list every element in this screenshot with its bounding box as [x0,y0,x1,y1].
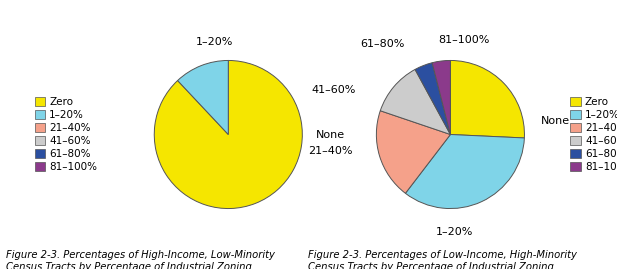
Text: 41–60%: 41–60% [311,85,355,95]
Wedge shape [432,61,450,134]
Legend: Zero, 1–20%, 21–40%, 41–60%, 61–80%, 81–100%: Zero, 1–20%, 21–40%, 41–60%, 61–80%, 81–… [570,97,617,172]
Text: Figure 2-3. Percentages of High-Income, Low-Minority
Census Tracts by Percentage: Figure 2-3. Percentages of High-Income, … [6,250,275,269]
Wedge shape [415,63,450,134]
Text: 21–40%: 21–40% [308,146,353,156]
Text: 81–100%: 81–100% [438,35,489,45]
Wedge shape [405,134,524,208]
Wedge shape [178,61,228,134]
Wedge shape [376,111,450,193]
Wedge shape [154,61,302,208]
Wedge shape [450,61,524,138]
Text: Figure 2-3. Percentages of Low-Income, High-Minority
Census Tracts by Percentage: Figure 2-3. Percentages of Low-Income, H… [308,250,578,269]
Text: 61–80%: 61–80% [360,39,405,49]
Text: None: None [540,116,570,126]
Text: None: None [316,129,345,140]
Wedge shape [380,69,450,134]
Text: 1–20%: 1–20% [196,37,234,47]
Text: 1–20%: 1–20% [436,227,473,237]
Legend: Zero, 1–20%, 21–40%, 41–60%, 61–80%, 81–100%: Zero, 1–20%, 21–40%, 41–60%, 61–80%, 81–… [35,97,97,172]
